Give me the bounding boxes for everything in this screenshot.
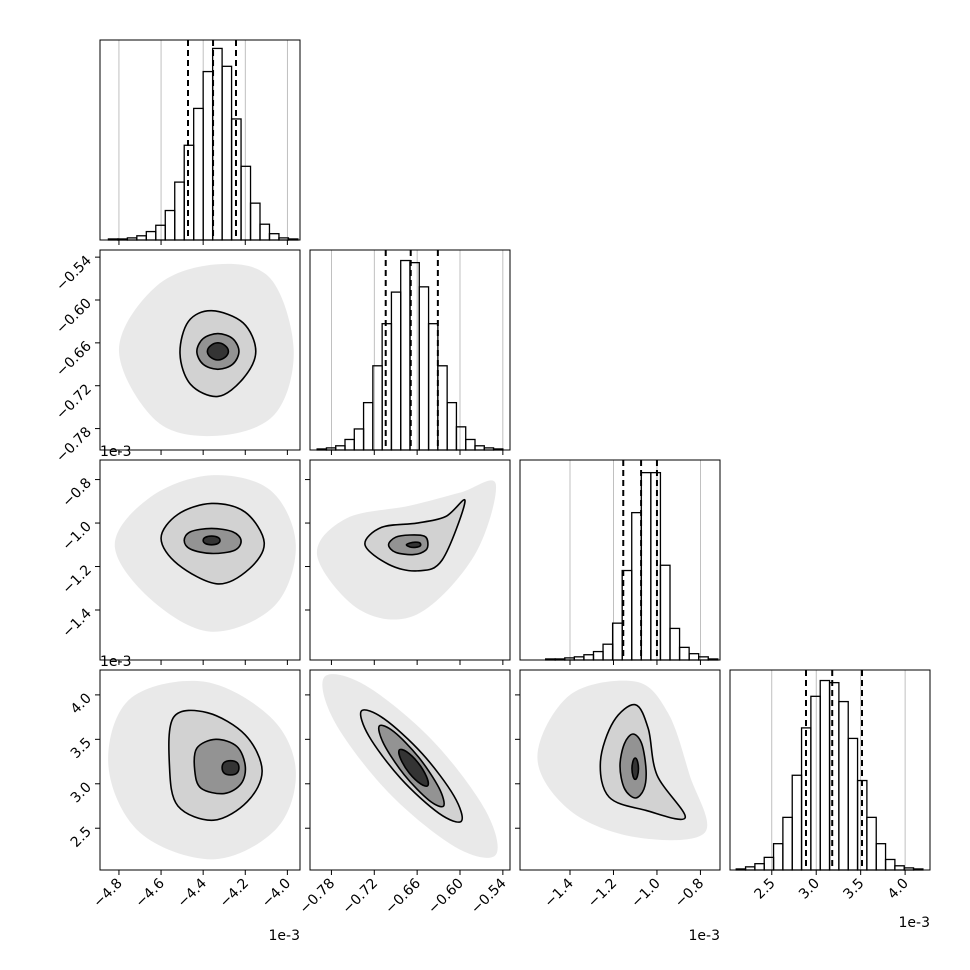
panel-frame (729, 669, 931, 871)
panel-frame (100, 40, 300, 240)
x-tick-label: −1.2 (585, 876, 620, 911)
y-tick-label: −0.66 (53, 338, 95, 380)
y-tick-label: 4.0 (68, 690, 95, 717)
panel-frame (519, 669, 721, 871)
x-tick-label: −0.66 (382, 875, 424, 917)
contour (221, 759, 240, 776)
contour (206, 342, 230, 361)
x-offset-label: 1e-3 (689, 928, 720, 944)
x-tick-label: −4.6 (133, 875, 168, 910)
x-tick-label: −4.2 (217, 876, 252, 911)
panel-frame (99, 39, 301, 241)
contour (398, 748, 430, 787)
contour (202, 535, 221, 546)
x-tick-label: 3.5 (840, 876, 867, 903)
x-offset-label: 1e-3 (269, 928, 300, 944)
x-tick-label: 3.0 (796, 876, 823, 903)
x-tick-label: −0.60 (425, 876, 467, 918)
panel-frame (99, 249, 301, 451)
y-tick-label: −0.54 (53, 253, 95, 295)
y-tick-label: 2.5 (68, 824, 95, 851)
panel-frame (520, 460, 720, 660)
contour (193, 738, 247, 795)
x-tick-label: −4.0 (259, 876, 294, 911)
x-tick-label: 2.5 (752, 876, 779, 903)
contour (631, 757, 640, 781)
panel-frame (309, 459, 511, 661)
x-tick-label: −1.4 (541, 875, 576, 910)
y-tick-label: 3.0 (68, 779, 95, 806)
x-tick-label: −4.8 (90, 876, 125, 911)
x-tick-label: −0.54 (468, 875, 510, 917)
panel-frame (519, 459, 721, 661)
y-tick-label: −1.0 (59, 519, 94, 554)
y-tick-label: −1.2 (59, 562, 94, 597)
y-offset-label: 1e-3 (100, 654, 131, 670)
panel-frame (99, 459, 301, 661)
y-offset-label: 1e-3 (100, 444, 131, 460)
panel-frame (309, 249, 511, 451)
x-tick-label: −0.72 (339, 876, 381, 918)
y-tick-label: −0.8 (59, 475, 94, 510)
x-tick-label: −1.0 (628, 876, 663, 911)
x-tick-label: −0.8 (672, 876, 707, 911)
contour (405, 541, 422, 549)
panel-frame (99, 669, 301, 871)
y-tick-label: −0.72 (53, 381, 95, 423)
panel-frame (309, 669, 511, 871)
y-tick-label: −0.60 (53, 296, 95, 338)
x-tick-label: −0.78 (297, 876, 339, 918)
y-tick-label: 3.5 (68, 735, 95, 762)
y-tick-label: −1.4 (59, 605, 94, 640)
x-offset-label: 1e-3 (899, 915, 930, 931)
y-tick-label: −0.78 (53, 424, 95, 466)
x-tick-label: −4.4 (175, 875, 210, 910)
x-tick-label: 4.0 (885, 876, 912, 903)
